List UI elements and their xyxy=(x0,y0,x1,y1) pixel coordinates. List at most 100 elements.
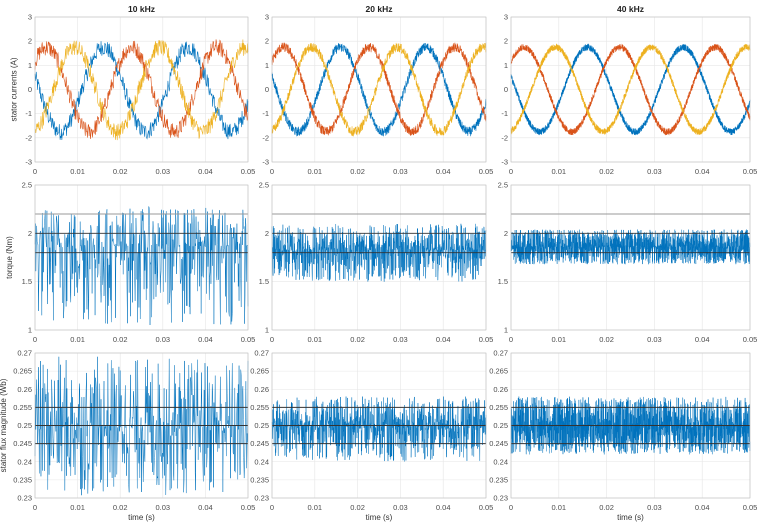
subplot-1-1: 0 0.01 0.02 0.03 0.04 0.05 -3 -2 -1 0 1 2 3 10 kHz sta… xyxy=(9,4,255,176)
series-phase-red xyxy=(34,39,249,140)
y-tick-label: 0.23 xyxy=(493,494,508,503)
y-tick-label: 0.24 xyxy=(17,457,32,466)
y-tick-label: 3 xyxy=(504,13,508,22)
x-tick-label: 0 xyxy=(509,335,513,344)
y-tick-label: 1.5 xyxy=(259,277,269,286)
series-phase-blue xyxy=(34,41,249,140)
x-tick-label: 0 xyxy=(33,503,37,512)
y-tick-label: -2 xyxy=(262,133,269,142)
subplot-1-3: 0 0.01 0.02 0.03 0.04 0.05 -3 -2 -1 0 1 2 3 40 kHz xyxy=(501,4,757,176)
x-tick-label: 0.05 xyxy=(479,167,494,176)
x-tick-label: 0.02 xyxy=(113,503,128,512)
series-phase-yellow xyxy=(510,43,751,136)
series-phase-blue xyxy=(271,42,487,137)
y-tick-label: 2.5 xyxy=(498,181,508,190)
y-tick-label: 0.255 xyxy=(13,403,32,412)
x-tick-label: 0.04 xyxy=(695,503,710,512)
x-tick-label: 0.04 xyxy=(198,167,213,176)
y-tick-label: 0.24 xyxy=(254,457,269,466)
subplot-2-2: 0 0.01 0.02 0.03 0.04 0.05 1 1.5 2 2.5 xyxy=(259,181,494,345)
x-tick-label: 0.02 xyxy=(350,335,365,344)
x-tick-label: 0 xyxy=(270,335,274,344)
y-tick-label: 1 xyxy=(28,61,32,70)
y-tick-label: 1 xyxy=(265,61,269,70)
series-phase-yellow xyxy=(271,42,487,137)
axes-box xyxy=(34,16,249,163)
y-tick-label: 0.23 xyxy=(254,494,269,503)
x-tick-label: 0.04 xyxy=(436,335,451,344)
x-tick-label: 0.02 xyxy=(599,167,614,176)
y-tick-label: 1 xyxy=(265,326,269,335)
x-tick-label: 0.01 xyxy=(70,167,85,176)
x-tick-label: 0.05 xyxy=(743,335,758,344)
y-tick-label: -3 xyxy=(501,158,508,167)
x-tick-label: 0.03 xyxy=(155,503,170,512)
axes-box xyxy=(271,184,487,331)
x-tick-label: 0 xyxy=(509,167,513,176)
x-tick-label: 0.04 xyxy=(695,167,710,176)
x-tick-label: 0.03 xyxy=(647,335,662,344)
axes-box xyxy=(510,184,751,331)
y-tick-label: 0.27 xyxy=(493,349,508,358)
subplot-title: 10 kHz xyxy=(128,4,155,14)
y-tick-label: 1 xyxy=(28,326,32,335)
x-tick-label: 0.03 xyxy=(647,167,662,176)
y-tick-label: 0.245 xyxy=(13,439,32,448)
x-tick-label: 0.04 xyxy=(695,335,710,344)
y-tick-label: 0.27 xyxy=(254,349,269,358)
y-tick-label: -2 xyxy=(25,133,32,142)
y-axis-label: torque (Nm) xyxy=(5,236,14,279)
series-phase-blue xyxy=(510,43,751,136)
y-tick-label: 3 xyxy=(28,13,32,22)
y-tick-label: 0.265 xyxy=(250,367,269,376)
y-tick-label: 0.265 xyxy=(489,367,508,376)
x-tick-label: 0.01 xyxy=(307,167,322,176)
axes-box xyxy=(34,352,249,499)
series-phase-red xyxy=(271,42,487,136)
x-tick-label: 0 xyxy=(270,167,274,176)
y-tick-label: 0.27 xyxy=(17,349,32,358)
series-signal xyxy=(271,223,487,282)
x-tick-label: 0.05 xyxy=(241,503,256,512)
x-tick-label: 0.01 xyxy=(551,167,566,176)
y-tick-label: 0.235 xyxy=(13,475,32,484)
y-tick-label: 0.25 xyxy=(17,421,32,430)
x-tick-label: 0 xyxy=(33,335,37,344)
y-tick-label: 0.235 xyxy=(489,475,508,484)
subplot-1-2: 0 0.01 0.02 0.03 0.04 0.05 -3 -2 -1 0 1 2 3 20 kHz xyxy=(262,4,493,176)
x-tick-label: 0.03 xyxy=(647,503,662,512)
y-tick-label: 1 xyxy=(504,326,508,335)
y-axis-label: stator flux magnitude (Wb) xyxy=(0,378,8,472)
x-tick-label: 0.04 xyxy=(198,503,213,512)
y-tick-label: 1.5 xyxy=(498,277,508,286)
x-tick-label: 0.01 xyxy=(551,503,566,512)
x-tick-label: 0.05 xyxy=(241,167,256,176)
x-tick-label: 0.04 xyxy=(436,167,451,176)
subplot-3-1: 0 0.01 0.02 0.03 0.04 0.05 0.23 0.235 0.24 0.245 0… xyxy=(0,349,255,523)
y-tick-label: 2.5 xyxy=(22,181,32,190)
x-tick-label: 0.01 xyxy=(307,335,322,344)
y-tick-label: 2 xyxy=(504,229,508,238)
y-tick-label: 2 xyxy=(28,229,32,238)
subplot-3-2: 0 0.01 0.02 0.03 0.04 0.05 0.23 0.235 0.24 0.245 0… xyxy=(250,349,493,523)
x-tick-label: 0.01 xyxy=(70,335,85,344)
x-tick-label: 0 xyxy=(270,503,274,512)
x-tick-label: 0.01 xyxy=(70,503,85,512)
x-tick-label: 0 xyxy=(509,503,513,512)
y-tick-label: -1 xyxy=(501,109,508,118)
x-tick-label: 0.03 xyxy=(393,167,408,176)
x-tick-label: 0.05 xyxy=(743,167,758,176)
x-tick-label: 0.05 xyxy=(743,503,758,512)
x-axis-label: time (s) xyxy=(128,513,155,522)
axes-box xyxy=(271,352,487,499)
y-tick-label: 1.5 xyxy=(22,277,32,286)
subplot-2-1: 0 0.01 0.02 0.03 0.04 0.05 1 1.5 2 2.5 torque (Nm) xyxy=(5,181,255,345)
y-tick-label: 2 xyxy=(504,37,508,46)
axes-box xyxy=(34,184,249,331)
x-tick-label: 0.03 xyxy=(393,335,408,344)
subplot-3-3: 0 0.01 0.02 0.03 0.04 0.05 0.23 0.235 0.24 0.245 0… xyxy=(489,349,757,523)
y-tick-label: 1 xyxy=(504,61,508,70)
subplot-title: 40 kHz xyxy=(617,4,644,14)
y-tick-label: 0 xyxy=(504,85,508,94)
